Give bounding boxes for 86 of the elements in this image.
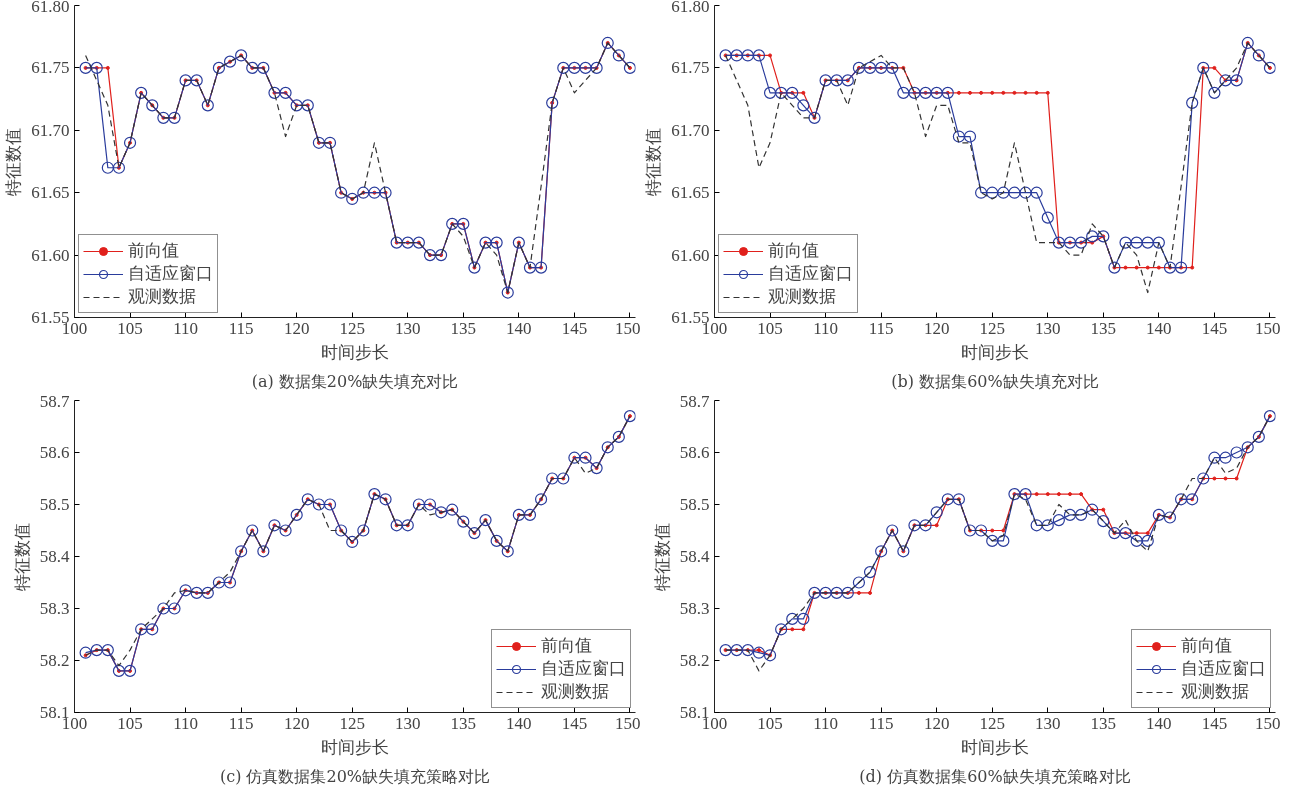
y-tick-label: 58.2 [679,651,710,670]
x-axis-title: 时间步长 [961,736,1029,757]
y-tick-label: 58.6 [679,443,710,462]
y-tick-label: 58.5 [679,495,710,514]
text: (a) 数据集20%缺失填充对比 [251,371,459,391]
legend-label: 自适应窗口 [768,262,853,285]
x-tick-label: 150 [615,713,641,733]
x-tick-label: 135 [450,713,477,733]
x-tick-label: 130 [1035,713,1061,733]
y-tick-label: 61.70 [671,120,710,140]
x-tick-label: 145 [1201,318,1228,338]
x-tick-label: 105 [117,713,143,733]
x-tick-label: 120 [283,713,310,733]
x-tick-label: 140 [506,318,532,338]
legend-label: 观测数据 [128,285,196,308]
x-tick-label: 125 [339,713,365,733]
x-tick-label: 145 [1201,713,1228,733]
legend-label: 观测数据 [541,680,609,703]
text: (c) 仿真数据集20%缺失填充策略对比 [219,766,491,786]
x-tick-label: 135 [1090,713,1117,733]
text: (d) 仿真数据集60%缺失填充策略对比 [859,766,1131,786]
x-tick-label: 125 [339,318,365,338]
x-tick-label: 115 [228,318,254,338]
y-tick-label: 61.65 [671,183,710,203]
x-tick-label: 120 [923,318,950,338]
y-tick-label: 61.65 [31,183,70,203]
x-tick-label: 110 [173,318,199,338]
y-tick-label: 61.60 [671,245,710,265]
x-tick-label: 115 [868,713,894,733]
legend-label: 自适应窗口 [541,657,626,680]
legend-label: 观测数据 [768,285,836,308]
legend-label: 前向值 [768,239,819,262]
x-tick-label: 120 [283,318,310,338]
y-axis-title: 特征数值 [3,127,24,196]
x-tick-label: 105 [757,713,783,733]
x-tick-label: 150 [615,318,641,338]
x-tick-label: 130 [1035,318,1061,338]
y-tick-label: 58.6 [39,443,70,462]
y-tick-label: 61.60 [31,245,70,265]
y-tick-label: 58.3 [39,599,70,618]
x-tick-label: 150 [1255,713,1281,733]
y-tick-label: 58.5 [39,495,70,514]
text: (b) 数据集60%缺失填充对比 [891,371,1099,391]
x-tick-label: 150 [1255,318,1281,338]
legend-label: 前向值 [1181,634,1232,657]
x-tick-label: 145 [561,318,588,338]
x-tick-label: 140 [1146,318,1172,338]
y-tick-label: 61.75 [671,58,710,78]
legend-label: 观测数据 [1181,680,1249,703]
x-axis-title: 时间步长 [961,341,1029,362]
legend-label: 前向值 [128,239,179,262]
x-tick-label: 140 [506,713,532,733]
x-tick-label: 105 [117,318,143,338]
x-tick-label: 110 [173,713,199,733]
x-axis-title: 时间步长 [321,736,389,757]
x-tick-label: 115 [228,713,254,733]
y-axis-title: 特征数值 [643,127,664,196]
legend-label: 自适应窗口 [128,262,213,285]
y-axis-title: 特征数值 [651,522,672,591]
x-tick-label: 135 [1090,318,1117,338]
x-tick-label: 130 [395,713,421,733]
x-tick-label: 110 [813,713,839,733]
x-axis-title: 时间步长 [321,341,389,362]
legend-label: 自适应窗口 [1181,657,1266,680]
x-tick-label: 120 [923,713,950,733]
y-tick-label: 61.75 [31,58,70,78]
y-tick-label: 58.4 [679,547,710,566]
x-tick-label: 145 [561,713,588,733]
x-tick-label: 135 [450,318,477,338]
x-tick-label: 125 [979,713,1005,733]
x-tick-label: 130 [395,318,421,338]
x-tick-label: 115 [868,318,894,338]
y-tick-label: 58.3 [679,599,710,618]
y-tick-label: 58.7 [679,391,710,411]
y-tick-label: 61.70 [31,120,70,140]
y-tick-label: 61.80 [671,0,710,16]
y-tick-label: 58.7 [39,391,70,411]
legend-label: 前向值 [541,634,592,657]
x-tick-label: 105 [757,318,783,338]
y-tick-label: 61.80 [31,0,70,16]
y-tick-label: 58.4 [39,547,70,566]
x-tick-label: 140 [1146,713,1172,733]
y-axis-title: 特征数值 [11,522,32,591]
x-tick-label: 110 [813,318,839,338]
y-tick-label: 58.2 [39,651,70,670]
x-tick-label: 125 [979,318,1005,338]
